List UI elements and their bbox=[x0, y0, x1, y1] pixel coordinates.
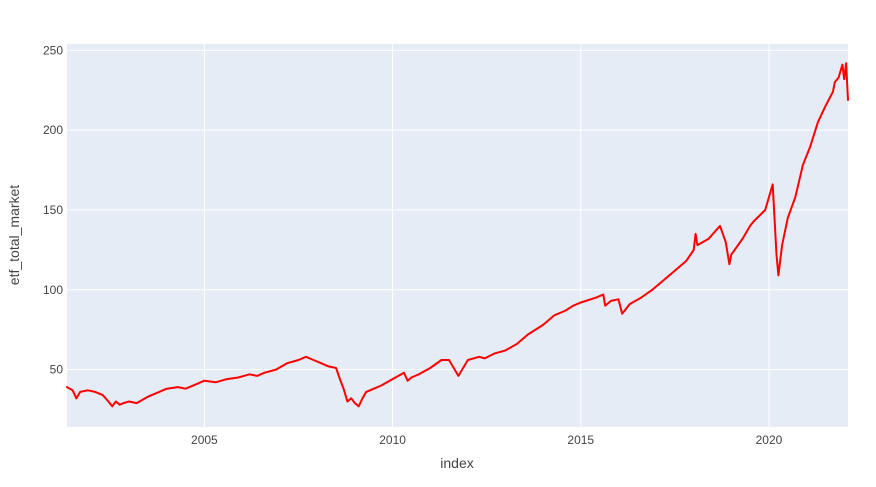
x-tick-label: 2010 bbox=[379, 433, 406, 447]
y-tick-label: 50 bbox=[50, 363, 64, 377]
y-tick-label: 150 bbox=[43, 203, 63, 217]
x-tick-label: 2015 bbox=[567, 433, 594, 447]
ticks-layer: 2005 2010 2015 2020 50 100 150 200 250 bbox=[43, 43, 783, 447]
y-axis-title: etf_total_market bbox=[6, 185, 22, 285]
y-tick-label: 100 bbox=[43, 283, 63, 297]
y-tick-label: 250 bbox=[43, 43, 63, 57]
gridlines bbox=[67, 44, 848, 427]
y-tick-label: 200 bbox=[43, 123, 63, 137]
x-tick-label: 2020 bbox=[756, 433, 783, 447]
plot-background bbox=[67, 44, 848, 427]
series-layer bbox=[66, 62, 849, 408]
x-tick-label: 2005 bbox=[191, 433, 218, 447]
x-axis-title: index bbox=[440, 455, 473, 471]
series-line bbox=[66, 62, 849, 408]
